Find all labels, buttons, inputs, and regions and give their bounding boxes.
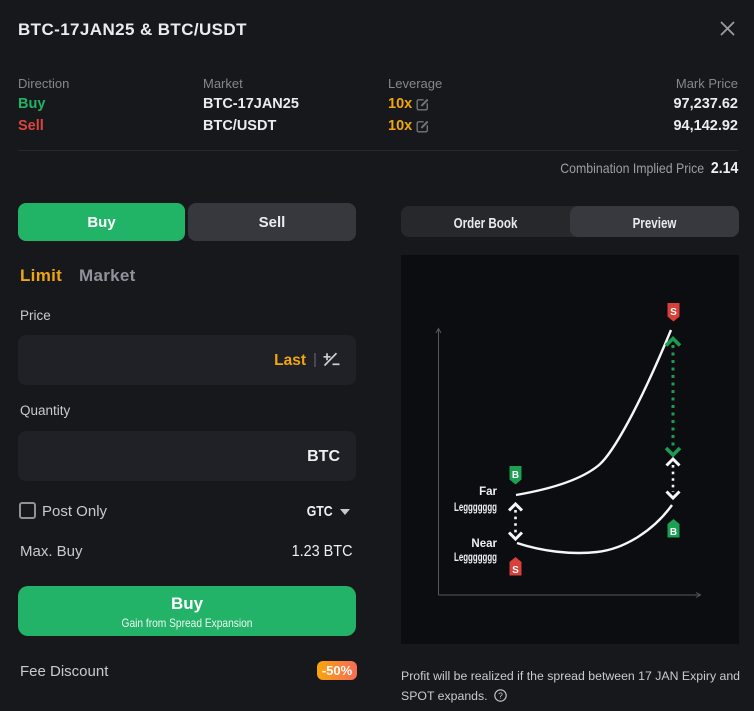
svg-text:?: ? bbox=[499, 690, 504, 700]
svg-text:B: B bbox=[512, 470, 519, 481]
svg-text:S: S bbox=[670, 307, 677, 318]
svg-text:S: S bbox=[512, 565, 519, 576]
svg-text:Near: Near bbox=[471, 538, 497, 550]
svg-text:B: B bbox=[670, 527, 677, 538]
svg-text:Leggggggg: Leggggggg bbox=[454, 552, 497, 564]
svg-text:Far: Far bbox=[479, 486, 497, 498]
svg-text:Leggggggg: Leggggggg bbox=[454, 502, 497, 514]
